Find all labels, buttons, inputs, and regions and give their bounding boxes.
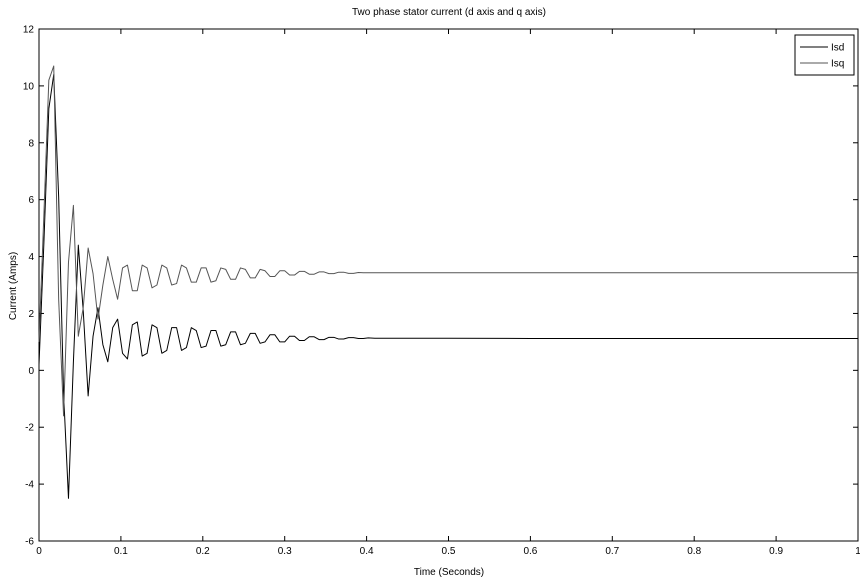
y-axis: -6 -4 -2 0 2 4 6 8 10 12 [23,25,858,548]
series-layer [38,65,858,499]
x-tick-label: 0.4 [360,546,374,557]
legend-label-isq: Isq [831,59,844,70]
x-axis-title: Time (Seconds) [414,567,484,578]
y-tick-label: 2 [28,309,34,320]
x-tick-label: 0.9 [769,546,783,557]
x-tick-label: 0.7 [605,546,619,557]
legend-label-isd: Isd [831,43,844,54]
y-tick-label: -6 [25,537,34,548]
y-tick-label: -2 [25,423,34,434]
x-tick-label: 0.5 [442,546,456,557]
y-axis-title: Current (Amps) [8,252,19,320]
x-tick-label: 0.8 [687,546,701,557]
x-tick-label: 0 [36,546,42,557]
y-tick-label: 4 [28,252,34,263]
x-tick-label: 0.3 [278,546,292,557]
y-tick-label: 0 [28,366,34,377]
series-line-isq [38,65,858,417]
plot-area [38,28,859,542]
y-tick-label: -4 [25,480,34,491]
x-tick-label: 0.1 [114,546,128,557]
series-line-isd [38,74,858,499]
x-tick-label: 0.6 [523,546,537,557]
x-tick-label: 1 [855,546,860,557]
y-tick-label: 6 [28,195,34,206]
legend: Isd Isq [794,34,855,76]
x-axis: 0 0.1 0.2 0.3 0.4 0.5 0.6 0.7 0.8 0.9 1 [36,29,860,557]
x-tick-label: 0.2 [196,546,210,557]
y-tick-label: 12 [23,25,35,36]
y-tick-label: 10 [23,81,35,92]
y-tick-label: 8 [28,138,34,149]
legend-box [794,34,855,76]
chart-title: Two phase stator current (d axis and q a… [352,7,546,18]
